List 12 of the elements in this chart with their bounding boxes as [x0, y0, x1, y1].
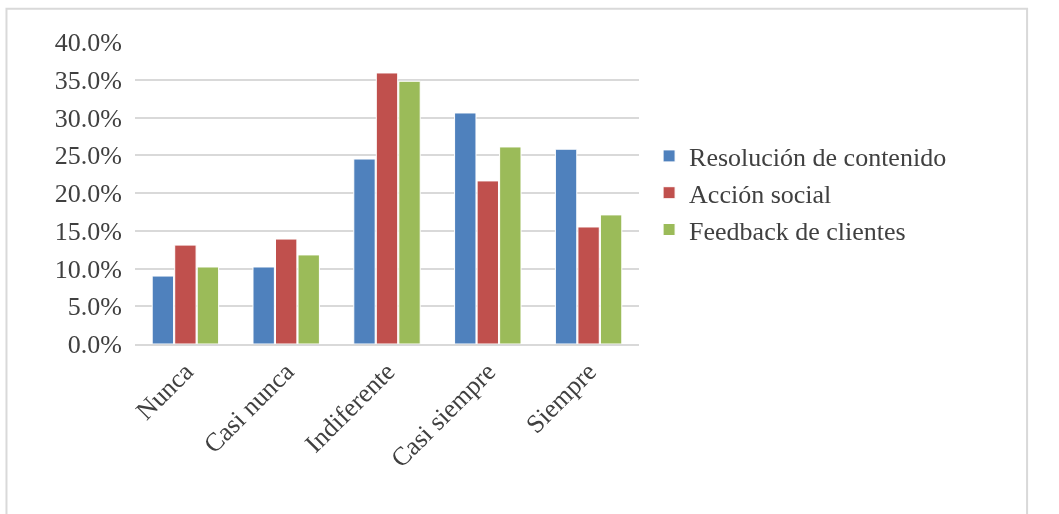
y-tick-label: 5.0%: [67, 292, 122, 322]
y-tick-label: 15.0%: [54, 216, 122, 246]
y-tick-label: 10.0%: [54, 254, 122, 284]
y-tick-label: 35.0%: [54, 65, 122, 95]
y-tick-label: 20.0%: [54, 179, 122, 209]
legend-label: Feedback de clientes: [689, 216, 906, 246]
y-tick-label: 40.0%: [54, 28, 122, 58]
legend-label: Acción social: [689, 179, 832, 209]
y-tick-label: 0.0%: [67, 330, 122, 360]
legend-label: Resolución de contenido: [689, 143, 947, 173]
y-tick-label: 25.0%: [54, 141, 122, 171]
y-tick-label: 30.0%: [54, 103, 122, 133]
